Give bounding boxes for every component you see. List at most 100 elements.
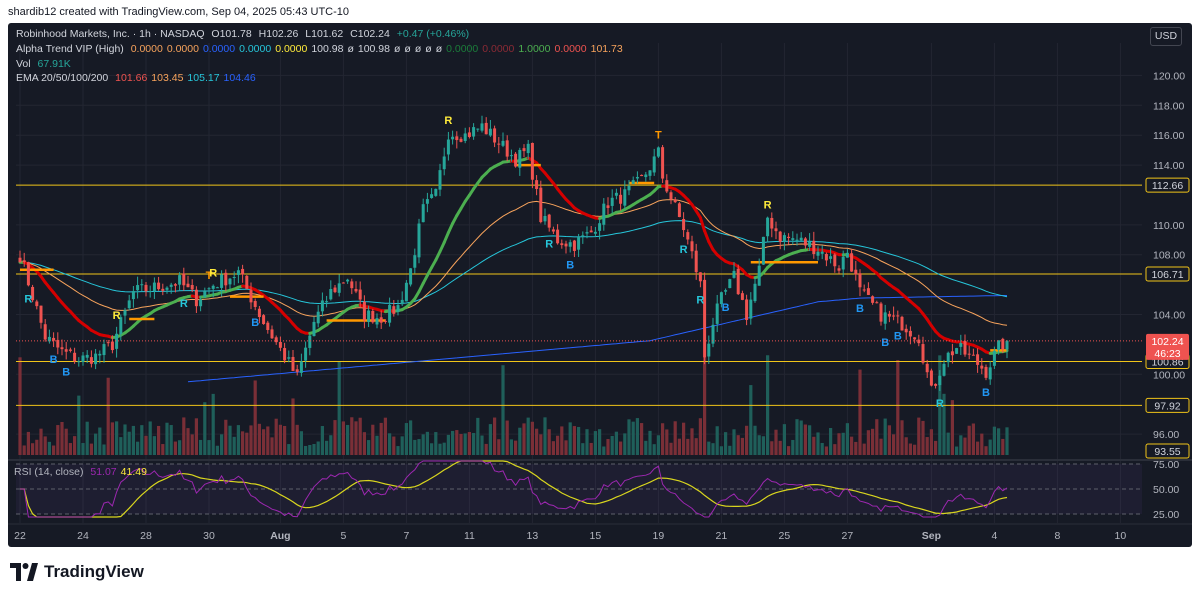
candle-body <box>934 383 938 386</box>
candle-body <box>333 287 337 293</box>
volume-bar <box>677 438 681 455</box>
trend-segment <box>417 281 425 294</box>
volume-bar <box>946 432 950 455</box>
ema-value-3: 104.46 <box>223 72 256 85</box>
volume-bar <box>463 433 467 455</box>
time-tick: 10 <box>1115 530 1127 542</box>
volume-bar <box>908 443 912 455</box>
candle-body <box>249 290 253 303</box>
volume-bar <box>598 429 602 455</box>
candle-body <box>854 269 858 275</box>
volume-bar <box>904 437 908 455</box>
volume-bar <box>581 443 585 455</box>
volume-bar <box>77 395 81 455</box>
volume-bar <box>232 436 236 455</box>
volume-bar <box>400 436 404 455</box>
volume-bar <box>913 444 917 455</box>
price-chart[interactable]: RBBRRTRBRRBTRRBRBBBRB120.00118.00116.001… <box>8 23 1192 547</box>
candle-body <box>719 292 723 305</box>
volume-bar <box>257 423 261 455</box>
volume-row[interactable]: Vol 67.91K <box>16 57 627 72</box>
volume-bar <box>358 417 362 455</box>
candle-body <box>795 239 799 241</box>
candle-body <box>526 143 530 154</box>
volume-bar <box>165 422 169 455</box>
volume-bar <box>526 417 530 455</box>
volume-bar <box>144 435 148 455</box>
candle-body <box>963 340 967 355</box>
volume-bar <box>47 441 51 455</box>
alpha-trend-value-11: ø <box>425 42 432 55</box>
volume-bar <box>803 424 807 455</box>
candle-body <box>77 361 81 363</box>
volume-bar <box>190 434 194 455</box>
candle-body <box>161 288 165 291</box>
candle-body <box>207 288 211 290</box>
ema-row[interactable]: EMA 20/50/100/200 101.66 103.45 105.17 104.… <box>16 71 627 86</box>
candle-body <box>60 347 64 350</box>
volume-bar <box>543 417 547 455</box>
volume-bar <box>648 430 652 455</box>
candle-body <box>837 268 841 271</box>
candle-body <box>299 361 303 373</box>
candle-body <box>656 147 660 157</box>
chart-header: shardib12 created with TradingView.com, … <box>8 6 349 18</box>
candle-body <box>711 324 715 344</box>
volume-bar <box>459 433 463 455</box>
candle-body <box>770 217 774 229</box>
chart-frame[interactable]: R B B R R T R B R R B T R R B R B B B R B 120.00 118.00 116.00 1… <box>8 23 1192 547</box>
candle-body <box>841 256 845 270</box>
tradingview-brand[interactable]: TradingView <box>10 562 144 582</box>
rsi-ma-line <box>20 460 1008 518</box>
candle-body <box>283 348 287 361</box>
rsi-line <box>20 460 1008 518</box>
candle-body <box>438 170 442 190</box>
volume-bar <box>299 431 303 455</box>
candle-body <box>976 354 980 365</box>
candle-body <box>228 278 232 285</box>
candle-body <box>152 282 156 291</box>
candle-body <box>165 287 169 290</box>
candle-body <box>1005 340 1009 350</box>
trend-segment <box>438 240 446 253</box>
signal-label-18: B <box>894 330 902 342</box>
volume-bar <box>476 417 480 455</box>
volume-bar <box>404 423 408 455</box>
candle-body <box>623 189 627 206</box>
candle-body <box>337 283 341 293</box>
time-tick: 28 <box>140 530 152 542</box>
candle-body <box>442 156 446 170</box>
candle-body <box>887 313 891 317</box>
trend-segment <box>446 222 455 235</box>
volume-bar <box>816 432 820 455</box>
volume-bar <box>707 441 711 455</box>
rsi-legend[interactable]: RSI (14, close) 51.07 41.49 <box>14 466 151 478</box>
volume-bar <box>354 421 358 455</box>
volume-bar <box>421 434 425 455</box>
volume-bar <box>367 440 371 455</box>
candle-body <box>577 237 581 250</box>
volume-bar <box>547 429 551 455</box>
alpha-trend-row[interactable]: Alpha Trend VIP (High) 0.0000 0.0000 0.000… <box>16 42 627 57</box>
volume-bar <box>732 429 736 455</box>
volume-bar <box>249 425 253 455</box>
volume-bar <box>115 421 119 455</box>
candle-body <box>518 149 522 168</box>
candle-body <box>740 293 744 300</box>
candle-body <box>26 262 30 286</box>
currency-button[interactable]: USD <box>1150 27 1182 46</box>
candle-body <box>913 337 917 340</box>
candle-body <box>921 344 925 363</box>
candle-body <box>551 229 555 232</box>
candle-body <box>94 353 98 365</box>
candle-body <box>782 235 786 242</box>
ohlc-high: H102.26 <box>258 28 299 40</box>
signal-label-3: R <box>113 310 121 322</box>
candle-body <box>619 194 623 204</box>
trend-segment <box>442 231 450 244</box>
volume-bar <box>715 426 719 455</box>
volume-bar <box>749 385 753 455</box>
volume-bar <box>379 422 383 455</box>
signal-label-9: R <box>545 239 553 251</box>
signal-label-14: B <box>722 302 730 314</box>
